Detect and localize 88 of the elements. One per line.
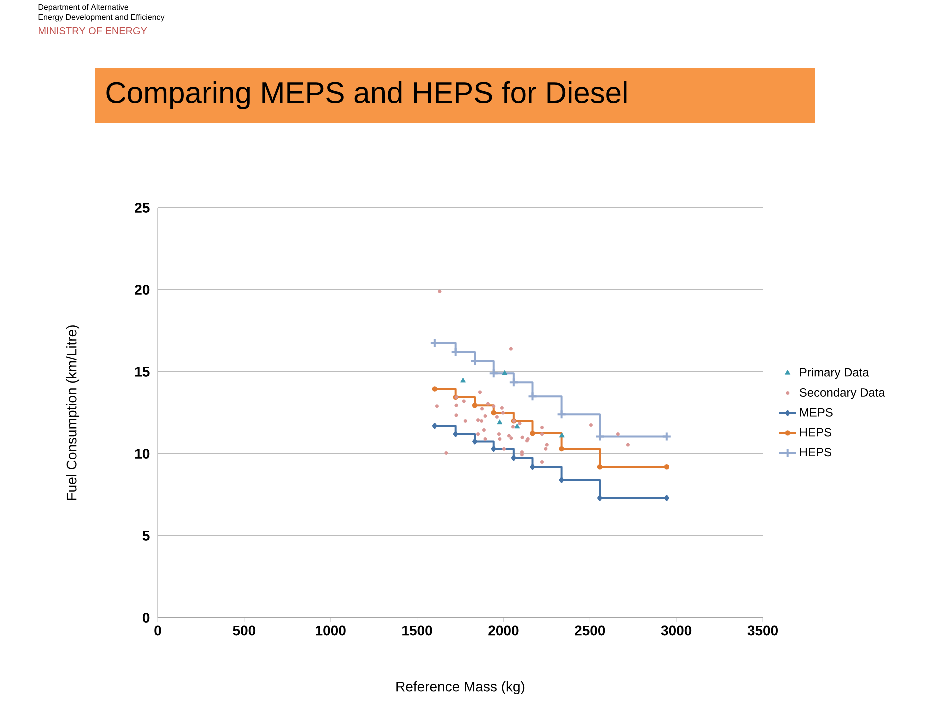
point [484, 414, 488, 418]
point [514, 424, 520, 429]
point [540, 432, 544, 436]
point [559, 432, 565, 438]
y-tick-label: 20 [135, 285, 150, 295]
point [530, 430, 536, 436]
point [454, 404, 458, 408]
point [482, 428, 486, 432]
y-tick-label: 5 [142, 531, 150, 541]
point [453, 431, 458, 438]
point [484, 437, 488, 442]
point [520, 436, 524, 440]
point [664, 464, 670, 470]
text: MINISTRY OF ENERGY [39, 27, 148, 35]
point [511, 425, 516, 429]
point [544, 447, 548, 451]
point [491, 410, 496, 416]
point [478, 390, 482, 394]
point [616, 432, 620, 436]
point [492, 404, 496, 408]
point [438, 290, 442, 294]
point [545, 443, 549, 447]
point [664, 495, 670, 502]
point [432, 423, 438, 430]
y-tick-label: 10 [136, 449, 150, 459]
point [472, 438, 478, 445]
point [498, 437, 502, 442]
x-tick-label: 3500 [748, 626, 778, 636]
point [486, 402, 490, 406]
legend-label: Primary Data [800, 368, 870, 380]
point [444, 451, 448, 455]
point [497, 420, 503, 425]
y-tick-label: 0 [142, 613, 150, 623]
point [450, 347, 461, 358]
point [501, 411, 505, 415]
x-tick-label: 3000 [661, 626, 692, 636]
point [530, 464, 536, 470]
point [509, 347, 513, 351]
point [518, 422, 522, 426]
x-tick-label: 500 [233, 626, 256, 636]
legend-label: HEPS [800, 448, 832, 457]
point [476, 432, 480, 436]
x-tick-label: 0 [154, 626, 162, 636]
point [511, 455, 516, 462]
x-axis-title: Reference Mass (kg) [396, 681, 525, 695]
point [520, 453, 524, 457]
point [476, 418, 480, 422]
point [454, 414, 458, 418]
point [597, 464, 603, 470]
point [497, 432, 502, 436]
legend-label: HEPS [800, 428, 832, 437]
point [480, 419, 484, 423]
point [435, 404, 439, 408]
point [432, 386, 438, 392]
point [488, 368, 499, 379]
x-tick-label: 1000 [316, 626, 346, 636]
point [491, 446, 496, 452]
point [472, 403, 478, 408]
point [502, 447, 506, 451]
point [510, 436, 514, 440]
point [589, 423, 593, 428]
point [460, 378, 466, 383]
point [540, 460, 544, 464]
y-axis-title: Fuel Consumption (km/Litre) [66, 326, 80, 500]
point [507, 434, 512, 438]
point [480, 407, 484, 411]
point [626, 443, 630, 447]
x-tick-label: 2000 [488, 626, 519, 636]
point [528, 392, 538, 402]
point [508, 378, 519, 388]
point [462, 400, 466, 404]
y-tick-label: 25 [135, 203, 150, 213]
point [559, 446, 564, 452]
point [500, 406, 504, 410]
x-tick-label: 1500 [402, 626, 432, 636]
point [559, 477, 564, 484]
chart-title: Comparing MEPS and HEPS for Diesel [106, 82, 627, 110]
point [502, 370, 508, 376]
point [540, 426, 544, 430]
y-tick-label: 15 [136, 367, 150, 377]
text: Energy Development and Efficiency [38, 14, 165, 22]
legend-label: MEPS [800, 408, 833, 417]
text: Department of Alternative [38, 4, 129, 12]
legend-label: Secondary Data [800, 388, 886, 400]
point [464, 419, 468, 423]
point [495, 415, 499, 419]
point [556, 410, 567, 420]
x-tick-label: 2500 [575, 626, 606, 636]
